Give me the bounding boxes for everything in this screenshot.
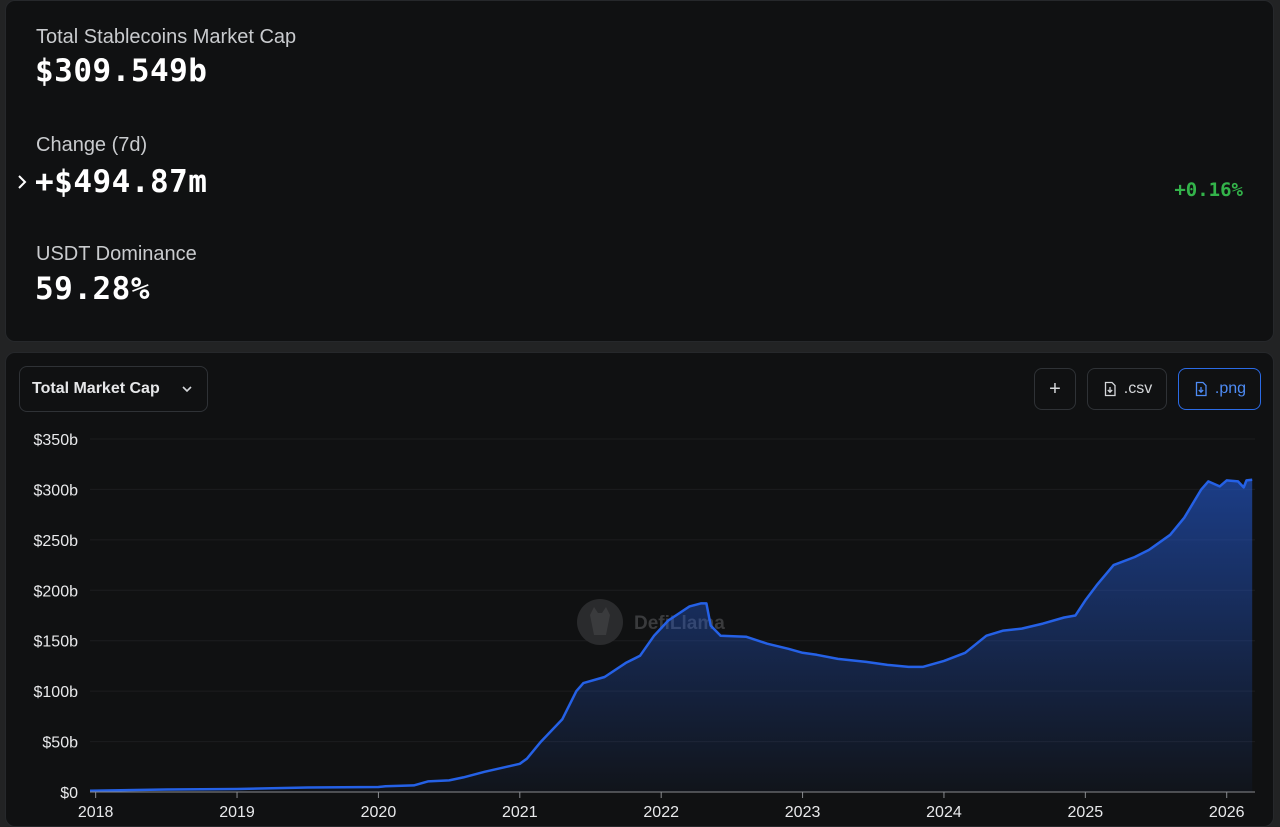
chevron-right-icon[interactable] xyxy=(15,173,29,191)
x-tick-label: 2025 xyxy=(1068,804,1104,821)
chart-card: Total Market Cap + .csv .png xyxy=(5,352,1274,827)
chevron-down-icon xyxy=(182,386,192,393)
download-csv-button[interactable]: .csv xyxy=(1087,368,1167,410)
download-png-button[interactable]: .png xyxy=(1178,368,1261,410)
y-tick-label: $50b xyxy=(42,735,78,752)
y-tick-label: $350b xyxy=(34,432,79,449)
add-chart-button[interactable]: + xyxy=(1034,368,1076,410)
x-tick-label: 2019 xyxy=(219,804,255,821)
market-cap-line xyxy=(89,478,1253,792)
total-market-cap-value: $309.549b xyxy=(35,53,208,89)
stats-card: Total Stablecoins Market Cap $309.549b C… xyxy=(5,0,1274,342)
x-tick-label: 2026 xyxy=(1209,804,1245,821)
png-label: .png xyxy=(1214,380,1247,397)
change-7d-label: Change (7d) xyxy=(36,134,148,156)
x-tick-label: 2020 xyxy=(361,804,397,821)
market-cap-area xyxy=(90,479,1253,792)
usdt-dominance-label: USDT Dominance xyxy=(36,243,197,265)
y-tick-label: $150b xyxy=(34,634,79,651)
change-7d-percent: +0.16% xyxy=(1174,179,1243,201)
x-tick-label: 2021 xyxy=(502,804,538,821)
y-tick-label: $250b xyxy=(34,533,79,550)
chart-metric-select-label: Total Market Cap xyxy=(32,380,160,397)
x-tick-label: 2022 xyxy=(643,804,679,821)
total-market-cap-label: Total Stablecoins Market Cap xyxy=(36,26,297,48)
csv-label: .csv xyxy=(1123,380,1153,397)
y-tick-label: $0 xyxy=(60,785,78,802)
market-cap-chart: DefiLlama $0$50b$100b$150b$200b$250b$300… xyxy=(34,432,1255,821)
file-download-icon xyxy=(1104,381,1116,397)
file-image-icon xyxy=(1195,381,1207,397)
y-tick-label: $200b xyxy=(34,583,79,600)
x-tick-label: 2024 xyxy=(926,804,962,821)
x-tick-label: 2018 xyxy=(78,804,114,821)
chart-metric-select[interactable]: Total Market Cap xyxy=(19,366,208,412)
y-tick-label: $300b xyxy=(34,482,79,499)
x-tick-label: 2023 xyxy=(785,804,821,821)
add-label: + xyxy=(1049,377,1061,400)
change-7d-value: +$494.87m xyxy=(35,164,208,200)
y-tick-label: $100b xyxy=(34,684,79,701)
usdt-dominance-value: 59.28% xyxy=(35,271,150,307)
